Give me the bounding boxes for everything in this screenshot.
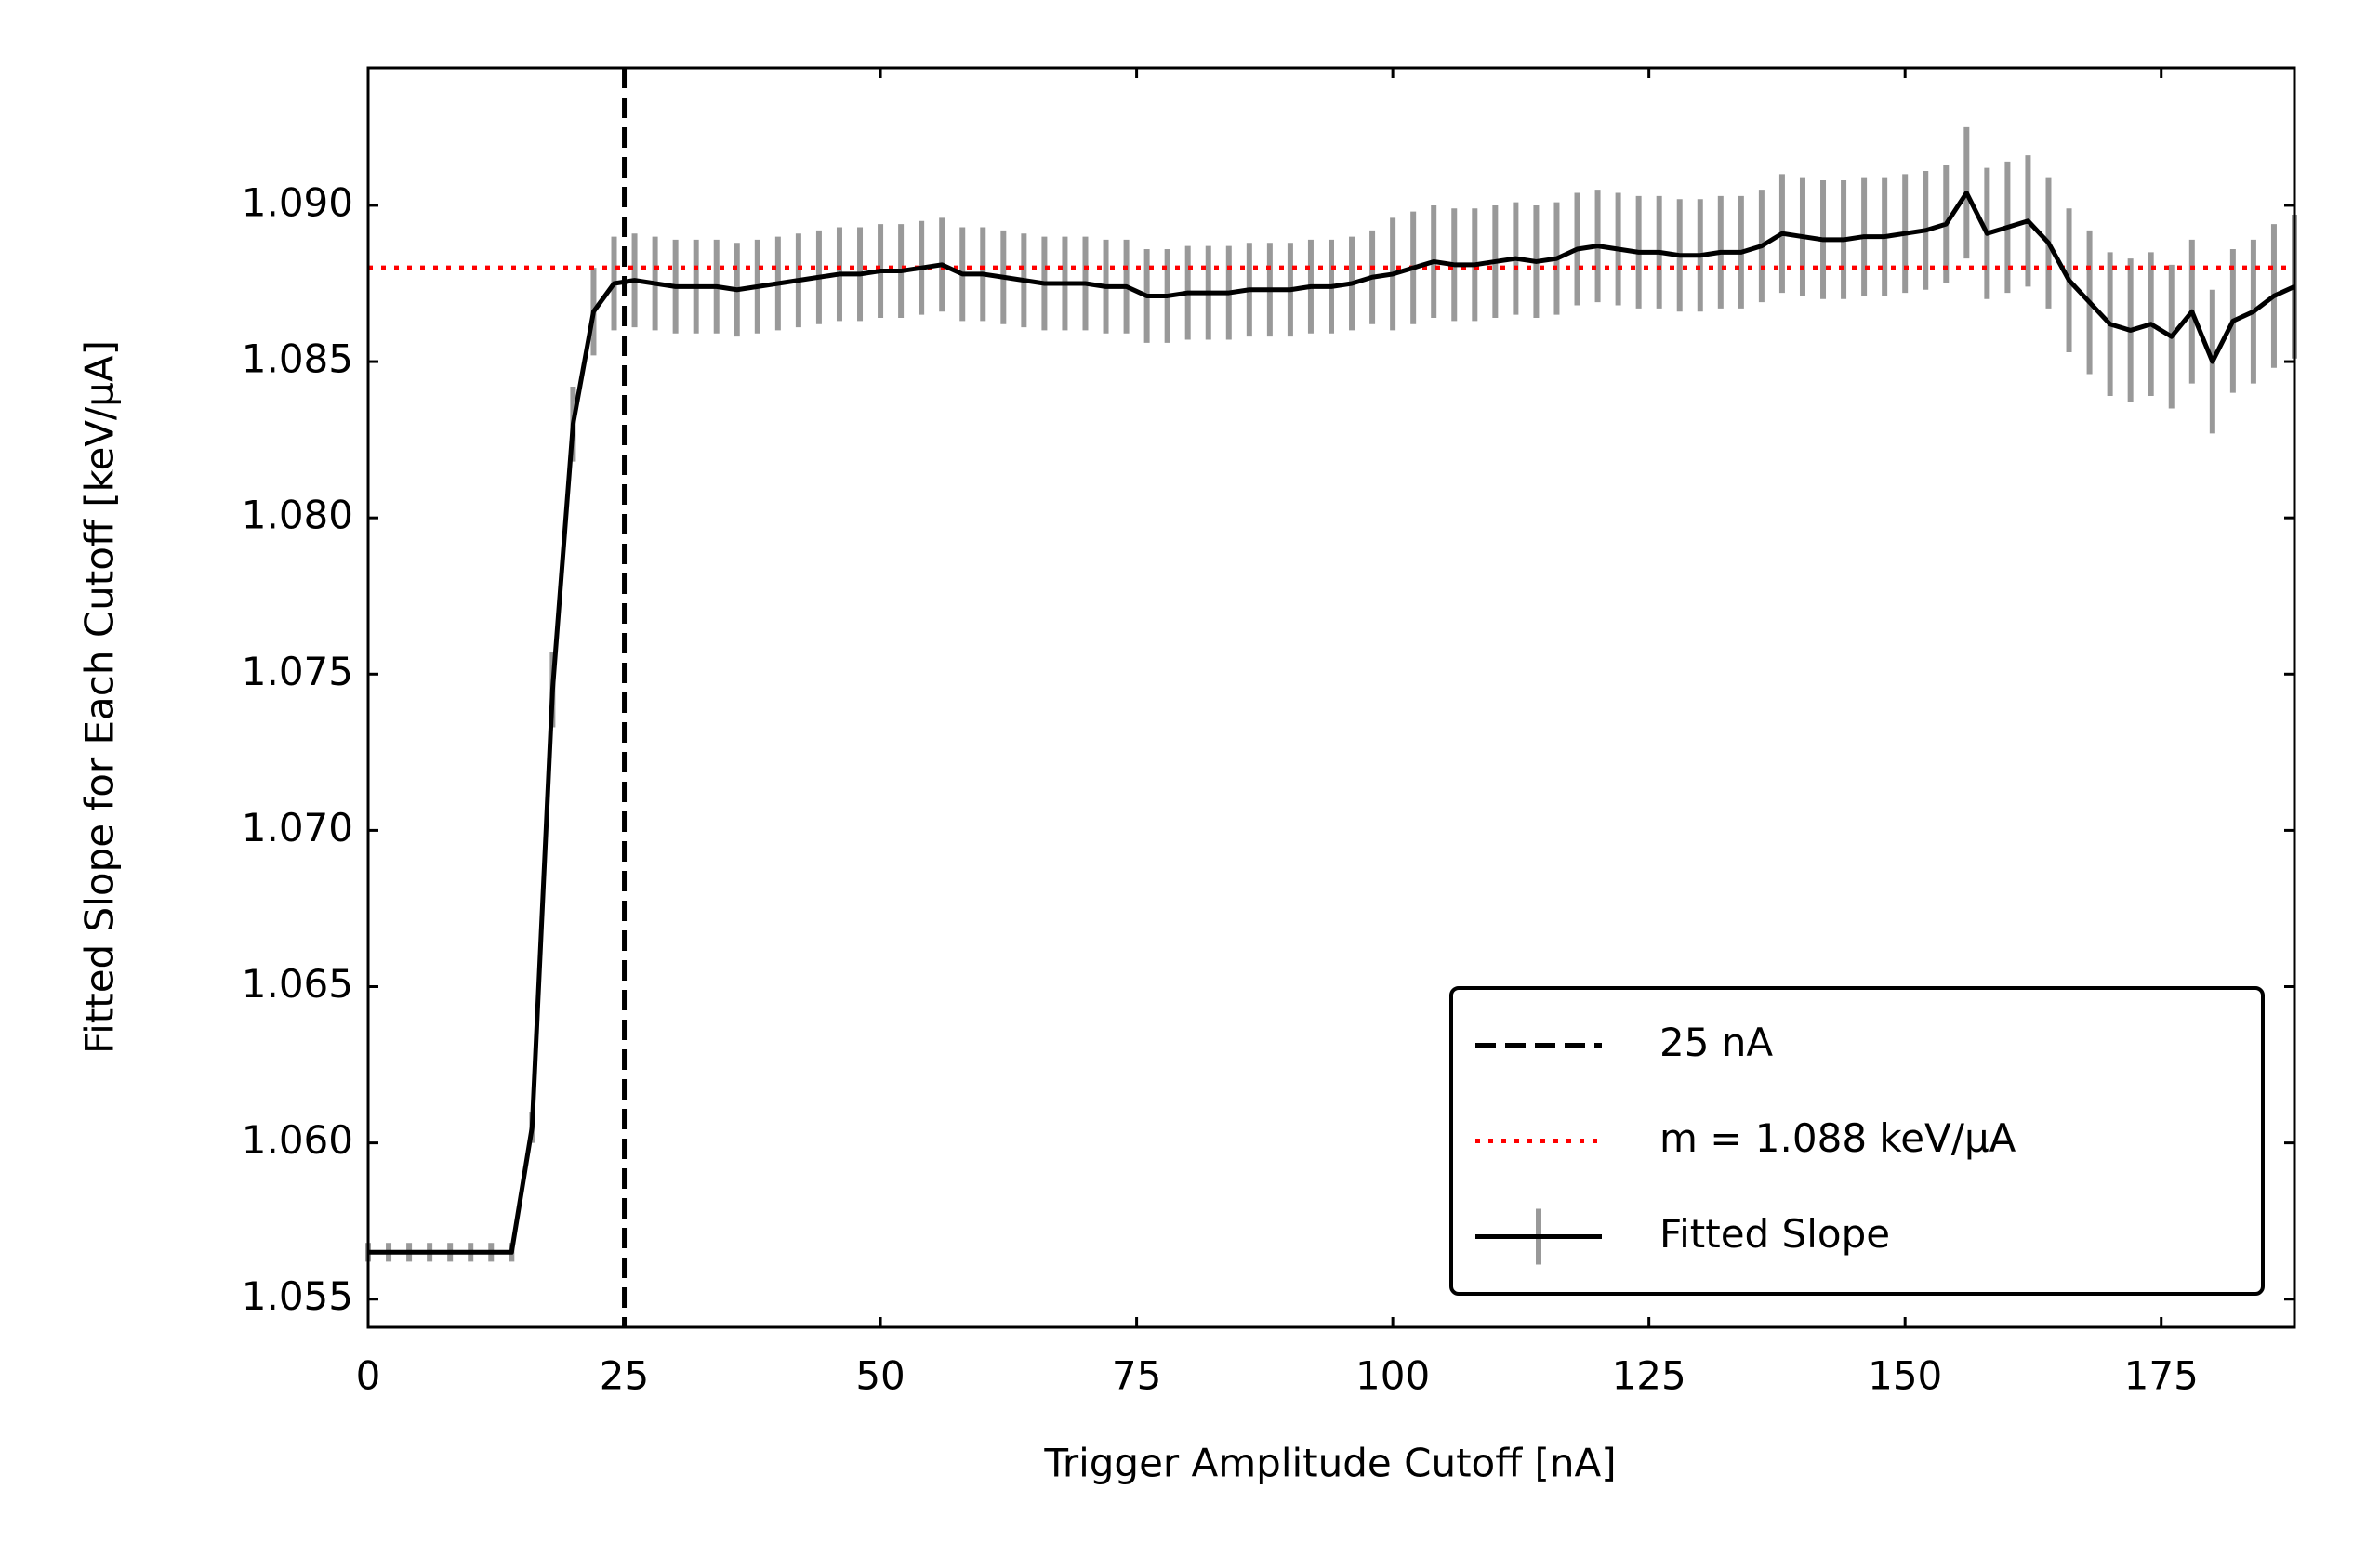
plot-frame bbox=[366, 66, 2296, 1329]
y-tick-label: 1.080 bbox=[242, 493, 353, 538]
legend-box bbox=[1449, 986, 2265, 1296]
y-tick-label: 1.065 bbox=[242, 961, 353, 1007]
series-line bbox=[368, 190, 2296, 1255]
x-tick-label: 100 bbox=[1355, 1353, 1430, 1399]
legend-label: m = 1.088 keV/μA bbox=[1659, 1115, 2016, 1161]
y-axis-label: Fitted Slope for Each Cutoff [keV/μA] bbox=[77, 340, 123, 1054]
y-tick-label: 1.060 bbox=[242, 1117, 353, 1163]
x-tick-label: 0 bbox=[356, 1353, 381, 1399]
y-tick-label: 1.085 bbox=[242, 336, 353, 382]
x-tick-label: 150 bbox=[1868, 1353, 1942, 1399]
y-tick-label: 1.075 bbox=[242, 649, 353, 694]
x-tick-label: 50 bbox=[855, 1353, 905, 1399]
x-tick-label: 125 bbox=[1612, 1353, 1686, 1399]
y-tick-label: 1.090 bbox=[242, 179, 353, 225]
x-tick-label: 25 bbox=[600, 1353, 649, 1399]
legend-label: Fitted Slope bbox=[1659, 1211, 1890, 1257]
x-tick-label: 175 bbox=[2124, 1353, 2199, 1399]
x-axis-label: Trigger Amplitude Cutoff [nA] bbox=[1043, 1441, 1616, 1486]
legend-label: 25 nA bbox=[1659, 1020, 1773, 1065]
y-tick-label: 1.055 bbox=[242, 1273, 353, 1319]
x-tick-label: 75 bbox=[1112, 1353, 1161, 1399]
y-tick-label: 1.070 bbox=[242, 805, 353, 850]
